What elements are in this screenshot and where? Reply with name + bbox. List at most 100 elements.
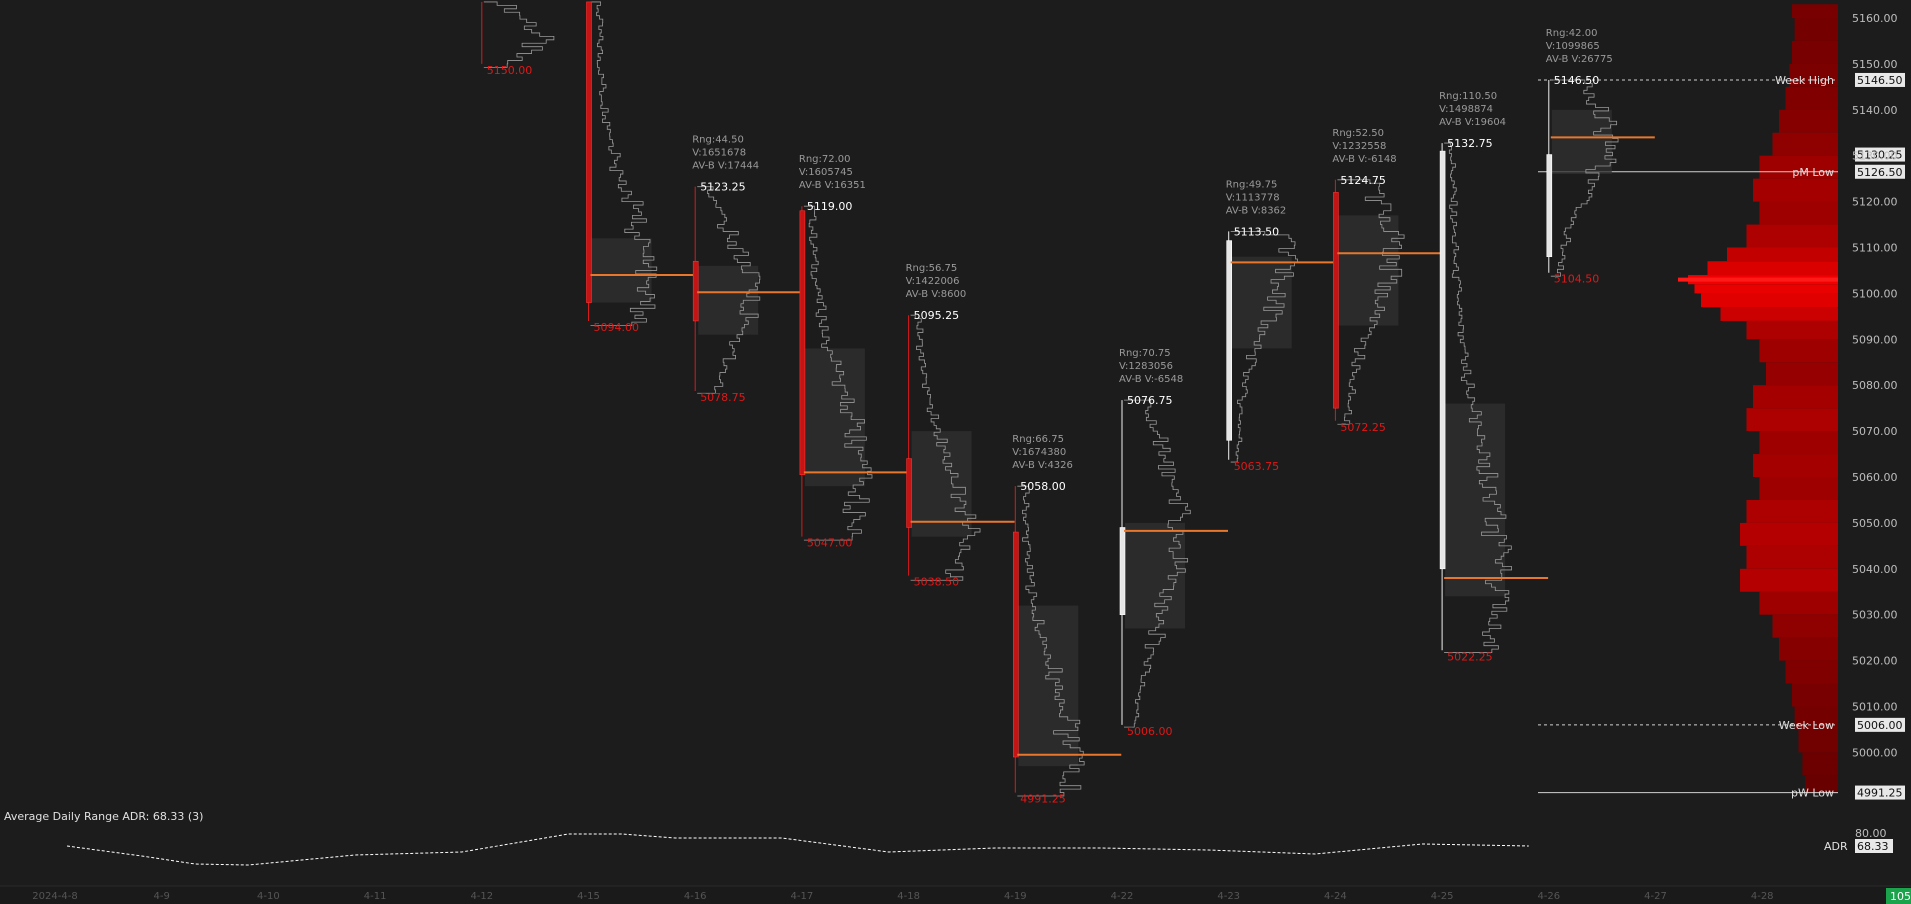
session-low-label: 5150.00 — [487, 64, 533, 77]
session-4-23: 5113.50 5063.75 Rng:49.75 V:1113778 AV-B V:8… — [1226, 179, 1335, 473]
date-tick-label: 4-25 — [1431, 891, 1454, 902]
session-4-25: 5132.75 5022.25 Rng:110.50 V:1498874 AV-B V:… — [1439, 91, 1549, 663]
session-body — [906, 458, 912, 528]
session-4-19: 5058.00 4991.25 Rng:66.75 V:1674380 AV-B V:4… — [1012, 434, 1122, 806]
session-high-label: 5123.25 — [700, 181, 746, 194]
price-tick-label: 5130.00 — [1852, 150, 1898, 163]
price-tick-label: 5020.00 — [1852, 655, 1898, 668]
composite-profile-bar — [1740, 522, 1838, 546]
session-stat: V:1283056 — [1119, 361, 1173, 372]
date-tick-label: 4-22 — [1111, 891, 1134, 902]
composite-profile-bar — [1766, 362, 1838, 386]
session-body — [1226, 240, 1232, 441]
session-stat: V:1113778 — [1226, 192, 1280, 203]
reference-value-label: 4991.25 — [1857, 787, 1903, 800]
session-profile-outline — [697, 186, 761, 394]
session-profile-outline — [590, 1, 658, 326]
adr-label: ADR — [1824, 840, 1848, 853]
price-tick-label: 5090.00 — [1852, 333, 1898, 346]
price-tick-label: 5070.00 — [1852, 425, 1898, 438]
price-tick-label: 5010.00 — [1852, 701, 1898, 714]
session-stat: Rng:56.75 — [906, 263, 958, 274]
session-stat: Rng:72.00 — [799, 154, 851, 165]
composite-profile-bar — [1759, 155, 1838, 179]
reference-value-label: 5126.50 — [1857, 166, 1903, 179]
price-tick-label: 5150.00 — [1852, 58, 1898, 71]
session-low-label: 5094.00 — [594, 321, 640, 334]
date-tick-label: 4-26 — [1537, 891, 1560, 902]
session-profile-outline — [910, 314, 981, 581]
session-stat: V:1099865 — [1546, 41, 1600, 52]
session-stat: Rng:110.50 — [1439, 91, 1497, 102]
price-tick-label: 5100.00 — [1852, 287, 1898, 300]
session-stat: AV-B V:16351 — [799, 180, 866, 191]
session-body — [1012, 531, 1019, 758]
composite-profile-bar — [1759, 477, 1838, 500]
reference-value-box — [1855, 717, 1905, 732]
composite-profile-bar — [1792, 4, 1838, 19]
composite-profile-bar — [1772, 132, 1838, 156]
composite-profile-bar — [1753, 178, 1838, 202]
date-tick-label: 4-19 — [1004, 891, 1027, 902]
price-tick-label: 5050.00 — [1852, 517, 1898, 530]
reference-value-label: 5006.00 — [1857, 719, 1903, 732]
reference-line-name: Week Low — [1779, 719, 1834, 732]
value-area-shade — [1231, 256, 1292, 349]
session-stat: Rng:42.00 — [1546, 28, 1598, 39]
value-area-shade — [1445, 403, 1506, 597]
session-stat: Rng:70.75 — [1119, 348, 1171, 359]
session-stat: V:1232558 — [1332, 141, 1386, 152]
session-stat: V:1674380 — [1012, 447, 1066, 458]
composite-profile-bar — [1753, 385, 1838, 409]
composite-profile-bar — [1707, 261, 1838, 276]
session-4-16: 5123.25 5078.75 Rng:44.50 V:1651678 AV-B V:1… — [692, 135, 802, 404]
session-stat: AV-B V:8600 — [906, 289, 967, 300]
session-stat: AV-B V:26775 — [1546, 54, 1613, 65]
composite-profile-bar — [1746, 499, 1838, 523]
session-low-label: 5047.00 — [807, 537, 853, 550]
composite-profile-bar — [1740, 568, 1838, 592]
price-tick-label: 5110.00 — [1852, 242, 1898, 255]
date-tick-label: 2024-4-8 — [32, 891, 77, 902]
session-profile-outline — [803, 205, 873, 541]
date-tick-label: 4-15 — [577, 891, 600, 902]
session-high-label: 5076.75 — [1127, 394, 1173, 407]
session-body — [586, 1, 592, 303]
composite-profile-bar — [1694, 284, 1838, 294]
date-tick-label: 4-11 — [364, 891, 387, 902]
adr-value: 68.33 — [1857, 840, 1889, 853]
reference-line-name: pM Low — [1792, 166, 1834, 179]
corner-badge-box — [1886, 888, 1911, 904]
date-tick-label: 4-12 — [470, 891, 493, 902]
session-profile-outline — [1230, 231, 1298, 463]
session-high-label: 5119.00 — [807, 200, 853, 213]
session-body — [799, 210, 806, 476]
composite-profile-bar — [1759, 201, 1838, 225]
session-low-label: 5063.75 — [1234, 460, 1280, 473]
session-stat: AV-B V:4326 — [1012, 460, 1073, 471]
value-area-shade — [1338, 215, 1399, 326]
last-price-box — [1855, 147, 1905, 162]
date-tick-label: 4-18 — [897, 891, 920, 902]
session-stat: Rng:52.50 — [1332, 128, 1384, 139]
adr-panel: Average Daily Range ADR: 68.33 (3) 80.00… — [4, 810, 1893, 866]
reference-line-name: pW Low — [1791, 787, 1834, 800]
session-4-15: 5094.00 — [586, 1, 695, 334]
composite-profile-bar — [1789, 63, 1838, 87]
date-tick-label: 4-24 — [1324, 891, 1347, 902]
composite-profile-bar — [1779, 109, 1838, 133]
session-4-24: 5124.75 5072.25 Rng:52.50 V:1232558 AV-B V:-… — [1332, 128, 1442, 434]
composite-profile-bar — [1759, 339, 1838, 363]
session-4-22: 5076.75 5006.00 Rng:70.75 V:1283056 AV-B V:-… — [1119, 348, 1228, 738]
price-tick-label: 5140.00 — [1852, 104, 1898, 117]
session-stat: Rng:66.75 — [1012, 434, 1064, 445]
date-tick-label: 4-27 — [1644, 891, 1667, 902]
session-stat: Rng:49.75 — [1226, 179, 1278, 190]
session-4-18: 5095.25 5038.50 Rng:56.75 V:1422006 AV-B V:8… — [906, 263, 1015, 589]
session-profile-outline — [483, 1, 555, 68]
session-body — [1546, 154, 1553, 257]
session-high-label: 5058.00 — [1020, 480, 1066, 493]
reference-value-box — [1855, 164, 1905, 179]
price-tick-label: 5160.00 — [1852, 12, 1898, 25]
